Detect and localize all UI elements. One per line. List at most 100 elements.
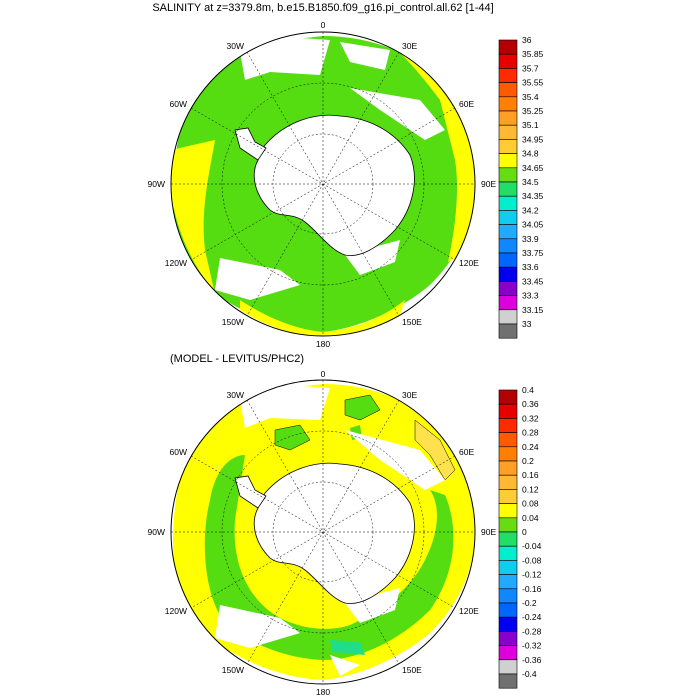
colorbar-label: 33.6 — [522, 262, 539, 272]
colorbar-label: -0.32 — [522, 641, 542, 651]
colorbar-label: 0.28 — [522, 428, 539, 438]
colorbar-swatch — [498, 659, 518, 675]
colorbar-swatch — [498, 489, 518, 504]
lon-label: 60E — [459, 99, 474, 109]
colorbar-swatch — [498, 195, 518, 211]
lon-label: 120W — [165, 606, 187, 616]
colorbar-label: 33.15 — [522, 305, 544, 315]
colorbar: 0.4 0.36 0.32 0.28 0.24 0.2 0.16 0.12 0.08 0.04 0 -… — [498, 385, 542, 689]
colorbar-label: 0 — [522, 527, 527, 537]
colorbar-swatch — [498, 96, 518, 112]
colorbar-swatch — [498, 139, 518, 154]
colorbar-swatch — [498, 295, 518, 311]
lon-label: 90W — [148, 179, 165, 189]
colorbar-label: -0.24 — [522, 612, 542, 622]
colorbar-swatch — [498, 238, 518, 254]
yellow-region-south — [240, 300, 405, 336]
colorbar-swatch — [498, 281, 518, 296]
colorbar-label: 0.24 — [522, 442, 539, 452]
colorbar-label: 33.75 — [522, 248, 544, 258]
colorbar-swatch — [498, 389, 518, 405]
colorbar-swatch — [498, 266, 518, 282]
lon-label: 180 — [316, 687, 330, 697]
colorbar-swatch — [498, 82, 518, 98]
colorbar-label: 0.12 — [522, 484, 539, 494]
colorbar-label: -0.12 — [522, 570, 542, 580]
colorbar-swatch — [498, 403, 518, 419]
colorbar-swatch — [498, 574, 518, 590]
antarctica — [253, 114, 415, 256]
lon-label: 90E — [481, 527, 496, 537]
colorbar-label: 0.2 — [522, 456, 534, 466]
colorbar-label: 35.7 — [522, 63, 539, 73]
lon-label: 30W — [227, 41, 244, 51]
colorbar-swatch — [498, 309, 518, 325]
colorbar-label: 33.9 — [522, 234, 539, 244]
colorbar-label: 33.3 — [522, 291, 539, 301]
colorbar-swatch — [498, 616, 518, 632]
colorbar-swatch — [498, 588, 518, 604]
lon-label: 120E — [459, 606, 479, 616]
colorbar-swatch — [498, 210, 518, 225]
polar-map — [171, 380, 475, 684]
colorbar-swatch — [498, 531, 518, 547]
colorbar-swatch — [498, 460, 518, 476]
cyan-region — [330, 640, 365, 655]
lon-label: 30W — [227, 390, 244, 400]
lon-label: 60W — [170, 99, 187, 109]
lon-label: 90E — [481, 179, 496, 189]
lon-label: 90W — [148, 527, 165, 537]
colorbar-swatch — [498, 323, 518, 339]
antarctica — [253, 462, 415, 604]
colorbar-swatch — [498, 39, 518, 55]
colorbar-swatch — [498, 252, 518, 268]
colorbar-swatch — [498, 631, 518, 646]
colorbar-swatch — [498, 432, 518, 448]
colorbar-label: -0.4 — [522, 669, 537, 679]
colorbar-label: 35.4 — [522, 92, 539, 102]
colorbar-label: 0.32 — [522, 413, 539, 423]
longitude-labels: 0 30E 60E 90E 120E 150E 180 150W 120W 90… — [148, 369, 497, 697]
colorbar-swatch — [498, 560, 518, 575]
colorbar-swatch — [498, 503, 518, 519]
colorbar-label: 34.5 — [522, 177, 539, 187]
colorbar-swatch — [498, 645, 518, 661]
colorbar-label: 34.8 — [522, 149, 539, 159]
colorbar-swatch — [498, 545, 518, 561]
colorbar-label: -0.16 — [522, 584, 542, 594]
colorbar-label: 34.35 — [522, 191, 544, 201]
colorbar-swatch — [498, 517, 518, 533]
colorbar-swatch — [498, 602, 518, 618]
longitude-labels: 0 30E 60E 90E 120E 150E 180 150W 120W 90… — [148, 20, 497, 349]
colorbar-label: 0.08 — [522, 499, 539, 509]
colorbar-swatch — [498, 446, 518, 462]
panel-difference: (MODEL - LEVITUS/PHC2) — [148, 353, 542, 697]
colorbar-label: 0.4 — [522, 385, 534, 395]
colorbar-swatch — [498, 110, 518, 126]
colorbar-label: -0.08 — [522, 555, 542, 565]
colorbar-swatch — [498, 124, 518, 140]
colorbar-label: -0.28 — [522, 626, 542, 636]
colorbar-label: -0.2 — [522, 598, 537, 608]
colorbar-swatch — [498, 167, 518, 183]
lon-label: 0 — [321, 369, 326, 379]
lon-label: 60E — [459, 447, 474, 457]
colorbar: 36 35.85 35.7 35.55 35.4 35.25 35.1 34.95 34.8 34… — [498, 35, 544, 339]
colorbar-swatch — [498, 224, 518, 240]
colorbar-label: -0.36 — [522, 655, 542, 665]
colorbar-label: 33 — [522, 319, 532, 329]
colorbar-label: -0.04 — [522, 541, 542, 551]
colorbar-swatch — [498, 153, 518, 169]
lon-label: 30E — [402, 390, 417, 400]
polar-map — [171, 32, 475, 336]
colorbar-label: 34.2 — [522, 205, 539, 215]
colorbar-label: 0.36 — [522, 399, 539, 409]
panel-title: (MODEL - LEVITUS/PHC2) — [170, 353, 304, 365]
colorbar-label: 35.55 — [522, 78, 544, 88]
colorbar-label: 34.05 — [522, 220, 544, 230]
lon-label: 120E — [459, 258, 479, 268]
panel-title: SALINITY at z=3379.8m, b.e15.B1850.f09_g… — [152, 2, 493, 14]
colorbar-label: 34.95 — [522, 134, 544, 144]
panel-salinity: SALINITY at z=3379.8m, b.e15.B1850.f09_g… — [148, 2, 544, 349]
colorbar-label: 35.25 — [522, 106, 544, 116]
